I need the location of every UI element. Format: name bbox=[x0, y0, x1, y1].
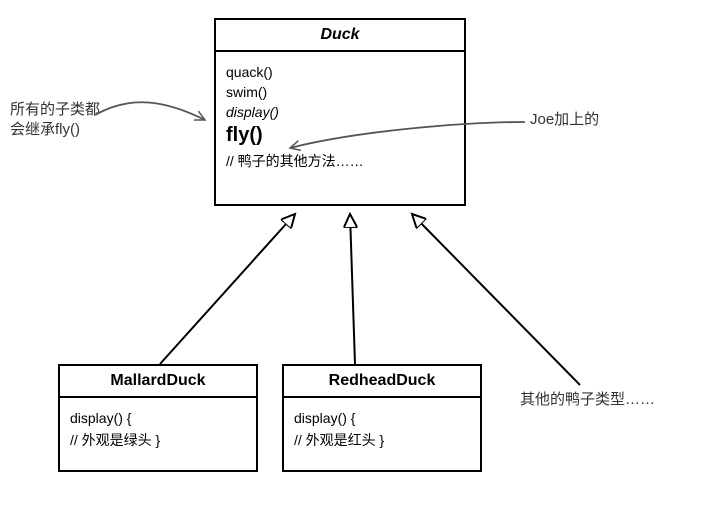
duck-method-swim: swim() bbox=[226, 84, 454, 100]
duck-method-quack: quack() bbox=[226, 64, 454, 80]
edge-mallard-duck bbox=[160, 214, 295, 364]
annotation-left: 所有的子类都会继承fly() bbox=[10, 100, 100, 139]
annotation-right-text: Joe加上的 bbox=[530, 111, 599, 128]
duck-class-body: quack() swim() display() fly() // 鸭子的其他方… bbox=[216, 52, 464, 183]
annotation-bottom-right: 其他的鸭子类型…… bbox=[520, 390, 655, 410]
edge-other-duck bbox=[412, 214, 580, 385]
duck-comment: // 鸭子的其他方法…… bbox=[226, 151, 454, 171]
mallard-line2: // 外观是绿头 } bbox=[70, 430, 246, 450]
redhead-line2: // 外观是红头 } bbox=[294, 430, 470, 450]
edge-redhead-duck bbox=[350, 214, 355, 364]
mallard-class-body: display() { // 外观是绿头 } bbox=[60, 398, 256, 462]
hand-arrow-left bbox=[95, 102, 205, 120]
mallard-line1: display() { bbox=[70, 410, 246, 426]
duck-class-box: Duck quack() swim() display() fly() // 鸭… bbox=[214, 18, 466, 206]
duck-class-title: Duck bbox=[216, 20, 464, 52]
annotation-bottom-right-text: 其他的鸭子类型…… bbox=[520, 391, 655, 408]
redhead-class-body: display() { // 外观是红头 } bbox=[284, 398, 480, 462]
redhead-class-box: RedheadDuck display() { // 外观是红头 } bbox=[282, 364, 482, 472]
duck-method-display: display() bbox=[226, 104, 454, 120]
annotation-right: Joe加上的 bbox=[530, 110, 599, 130]
mallard-class-title: MallardDuck bbox=[60, 366, 256, 398]
annotation-left-text: 所有的子类都会继承fly() bbox=[10, 101, 100, 138]
duck-method-fly: fly() bbox=[226, 124, 454, 147]
redhead-line1: display() { bbox=[294, 410, 470, 426]
redhead-class-title: RedheadDuck bbox=[284, 366, 480, 398]
mallard-class-box: MallardDuck display() { // 外观是绿头 } bbox=[58, 364, 258, 472]
